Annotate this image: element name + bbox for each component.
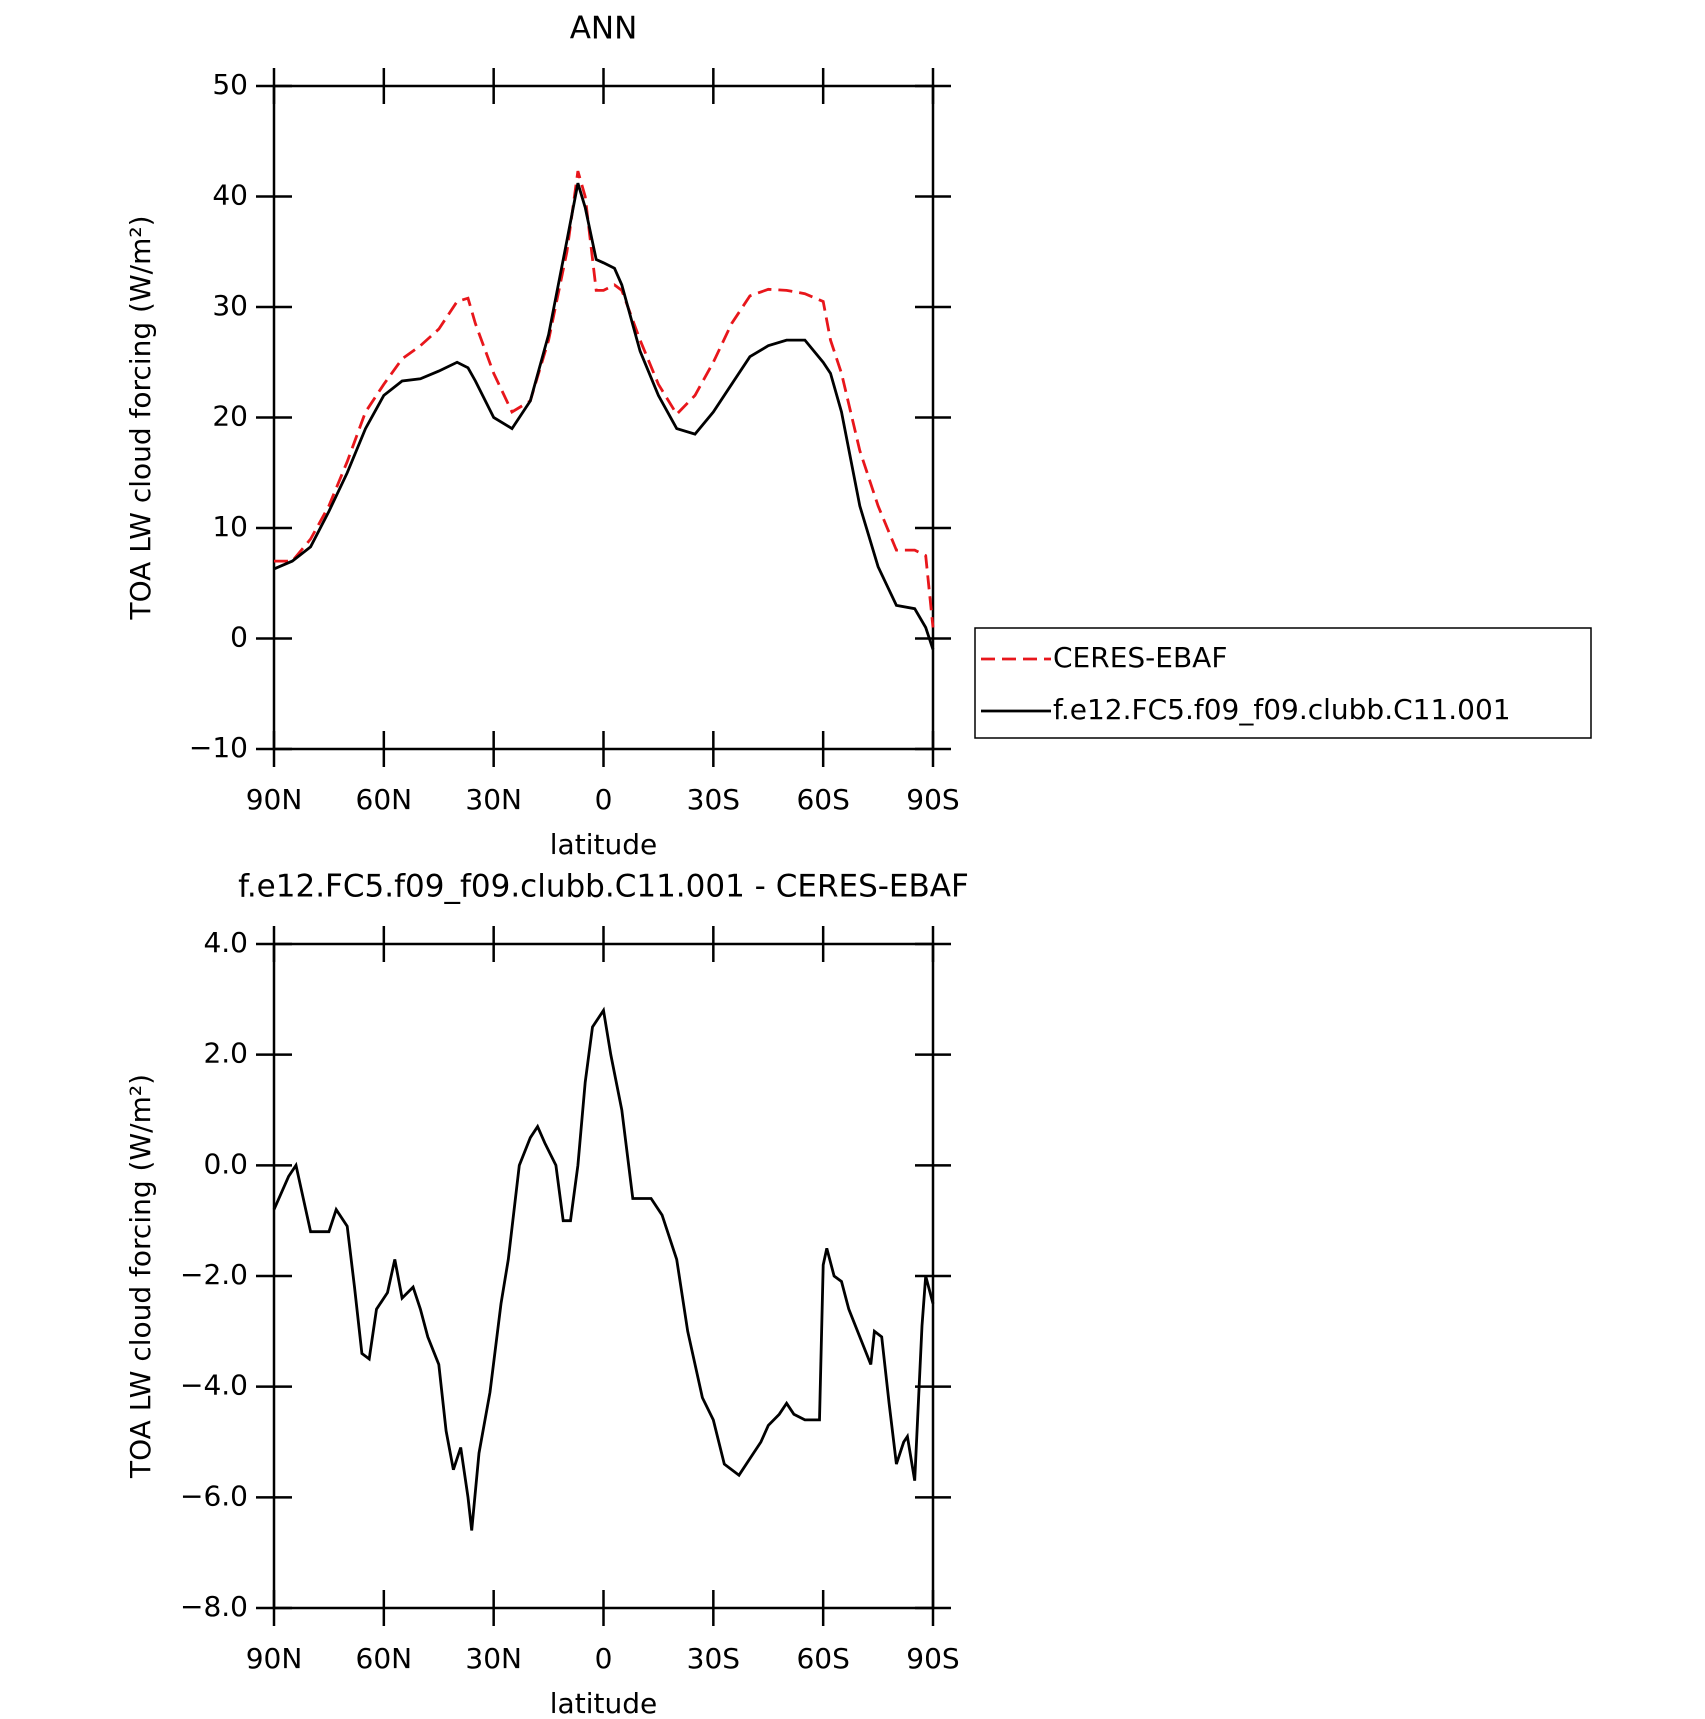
y-tick-label: 20 <box>212 400 248 433</box>
y-tick-label: −6.0 <box>180 1479 248 1512</box>
x-tick-label: 0 <box>595 783 613 816</box>
data-line <box>272 1006 935 1531</box>
x-axis-label: latitude <box>550 828 657 861</box>
legend-box <box>974 627 1592 739</box>
y-tick-label: 2.0 <box>203 1037 248 1070</box>
y-axis-label: TOA LW cloud forcing (W/m²) <box>124 1074 157 1479</box>
x-tick-label: 30N <box>465 1642 522 1675</box>
x-tick-label: 90S <box>906 1642 959 1675</box>
y-axis-label: TOA LW cloud forcing (W/m²) <box>124 216 157 621</box>
y-tick-label: 40 <box>212 179 248 212</box>
y-tick-label: −2.0 <box>180 1258 248 1291</box>
x-tick-label: 90N <box>246 1642 303 1675</box>
y-tick-label: 10 <box>212 510 248 543</box>
legend-label: CERES-EBAF <box>1053 641 1227 674</box>
x-tick-label: 30S <box>687 783 740 816</box>
data-line <box>274 170 935 628</box>
y-tick-label: −10 <box>189 731 248 764</box>
chart-title: f.e12.FC5.f09_f09.clubb.C11.001 - CERES-… <box>238 869 969 905</box>
x-tick-label: 90S <box>906 783 959 816</box>
x-tick-label: 60N <box>356 783 413 816</box>
x-tick-label: 30N <box>465 783 522 816</box>
x-tick-label: 60N <box>356 1642 413 1675</box>
y-tick-label: 0.0 <box>203 1147 248 1180</box>
y-tick-label: −4.0 <box>180 1369 248 1402</box>
chart-title: ANN <box>570 11 638 47</box>
y-tick-label: 30 <box>212 289 248 322</box>
legend-label: f.e12.FC5.f09_f09.clubb.C11.001 <box>1053 693 1511 726</box>
y-tick-label: 50 <box>212 68 248 101</box>
x-axis-label: latitude <box>550 1687 657 1719</box>
x-tick-label: 30S <box>687 1642 740 1675</box>
data-line <box>273 182 935 650</box>
x-tick-label: 0 <box>595 1642 613 1675</box>
y-tick-label: 4.0 <box>203 926 248 959</box>
y-tick-label: 0 <box>230 621 248 654</box>
y-tick-label: −8.0 <box>180 1590 248 1623</box>
x-tick-label: 60S <box>796 783 849 816</box>
x-tick-label: 90N <box>246 783 303 816</box>
x-tick-label: 60S <box>796 1642 849 1675</box>
